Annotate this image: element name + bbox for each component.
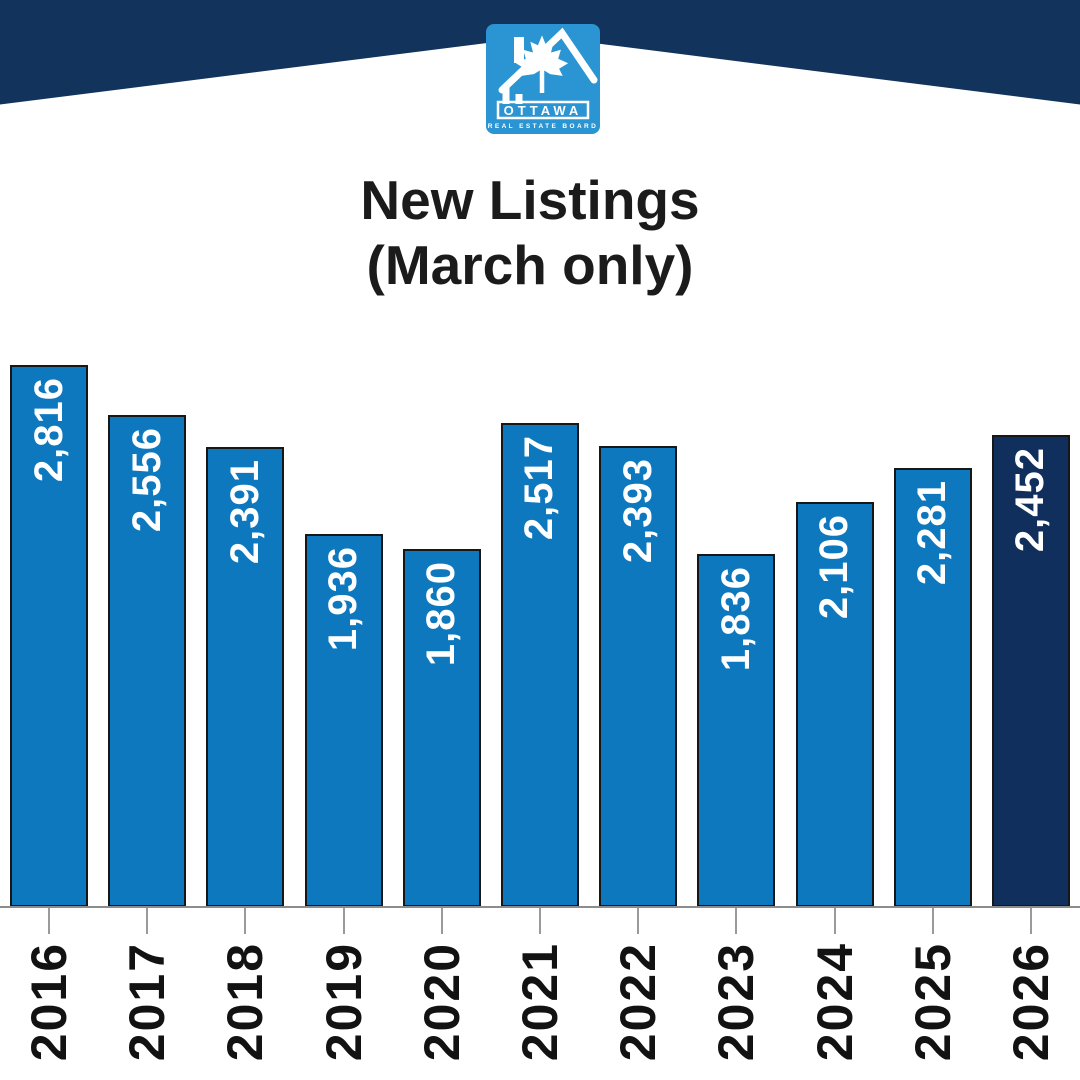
tick-slot [796, 908, 874, 934]
year-slot: 2025 [894, 942, 972, 1074]
year-label-2020: 2020 [413, 942, 470, 1062]
bar-2019: 1,936 [304, 534, 383, 907]
bar-2017: 2,556 [108, 415, 187, 907]
year-slot: 2024 [796, 942, 874, 1074]
tick-slot [599, 908, 677, 934]
x-axis-line [0, 906, 1080, 908]
tick-slot [992, 908, 1070, 934]
year-slot: 2023 [697, 942, 775, 1074]
bar-value-label: 2,106 [812, 514, 856, 620]
year-slot: 2022 [599, 942, 677, 1074]
year-label-2023: 2023 [708, 942, 765, 1062]
axis-tick [244, 908, 247, 934]
bar-2016: 2,816 [10, 365, 88, 907]
year-slot: 2026 [992, 942, 1070, 1074]
axis-tick [342, 908, 345, 934]
bar-value-label: 2,816 [26, 377, 71, 483]
bar-value-label: 2,391 [222, 459, 267, 565]
tick-slot [697, 908, 775, 934]
axis-tick [833, 908, 836, 934]
house-roof-icon [498, 27, 598, 94]
year-slot: 2020 [403, 942, 481, 1074]
year-label-2019: 2019 [315, 942, 372, 1062]
year-slot: 2016 [10, 942, 88, 1074]
axis-tick [1029, 908, 1032, 934]
oreb-logo: OTTAWA REAL ESTATE BOARD [486, 24, 600, 134]
logo-wordmark-box [496, 100, 590, 120]
chart-title: New Listings (March only) [0, 168, 1060, 298]
bar-2025: 2,281 [893, 468, 972, 907]
chart-title-line2: (March only) [366, 234, 694, 296]
tick-slot [501, 908, 579, 934]
bar-value-label: 2,556 [124, 427, 169, 533]
year-label-2024: 2024 [806, 942, 863, 1062]
tick-slot [305, 908, 383, 934]
axis-tick [538, 908, 541, 934]
bar-2021: 2,517 [500, 423, 579, 907]
oreb-logo-graphic: OTTAWA REAL ESTATE BOARD [486, 24, 600, 134]
bar-value-label: 2,452 [1008, 447, 1053, 553]
year-label-2017: 2017 [119, 942, 176, 1062]
bar-2020: 1,860 [402, 549, 481, 907]
bar-value-label: 1,936 [321, 546, 366, 652]
axis-tick [931, 908, 934, 934]
logo-org-name: OTTAWA [504, 103, 583, 118]
year-label-2025: 2025 [904, 942, 961, 1062]
year-label-2021: 2021 [511, 942, 568, 1062]
axis-tick [48, 908, 50, 934]
tick-slot [10, 908, 88, 934]
bar-value-label: 2,281 [910, 480, 955, 586]
bar-value-label: 1,860 [419, 561, 464, 667]
bar-value-label: 2,393 [615, 458, 660, 564]
year-slot: 2021 [501, 942, 579, 1074]
axis-tick [637, 908, 640, 934]
bar-2018: 2,391 [206, 447, 285, 907]
tick-slot [206, 908, 284, 934]
bar-value-label: 2,517 [517, 435, 562, 541]
x-axis-labels: 2016 2017 2018 2019 2020 2021 2022 2023 2024 2025… [10, 942, 1070, 1074]
year-label-2026: 2026 [1002, 942, 1059, 1062]
axis-tick [440, 908, 443, 934]
year-slot: 2019 [305, 942, 383, 1074]
year-label-2018: 2018 [217, 942, 274, 1062]
year-label-2016: 2016 [21, 942, 77, 1062]
axis-tick [146, 908, 149, 934]
tick-slot [894, 908, 972, 934]
bar-value-label: 1,836 [713, 566, 758, 672]
year-slot: 2018 [206, 942, 284, 1074]
logo-org-subtitle: REAL ESTATE BOARD [488, 123, 599, 130]
tick-slot [108, 908, 186, 934]
x-axis-ticks [10, 908, 1070, 934]
bar-2022: 2,393 [599, 446, 678, 907]
bar-2024: 2,106 [795, 502, 874, 907]
house-chimney-icon [514, 37, 524, 63]
maple-leaf-icon [515, 35, 569, 93]
tick-slot [403, 908, 481, 934]
chart-title-line1: New Listings [360, 169, 700, 231]
bar-2026: 2,452 [991, 435, 1070, 907]
bar-2023: 1,836 [697, 554, 776, 907]
bar-chart-plot-area: 2,816 2,556 2,391 1,936 1,860 2,517 2,393 1,836… [10, 365, 1070, 907]
year-label-2022: 2022 [610, 942, 667, 1062]
axis-tick [735, 908, 738, 934]
year-slot: 2017 [108, 942, 186, 1074]
